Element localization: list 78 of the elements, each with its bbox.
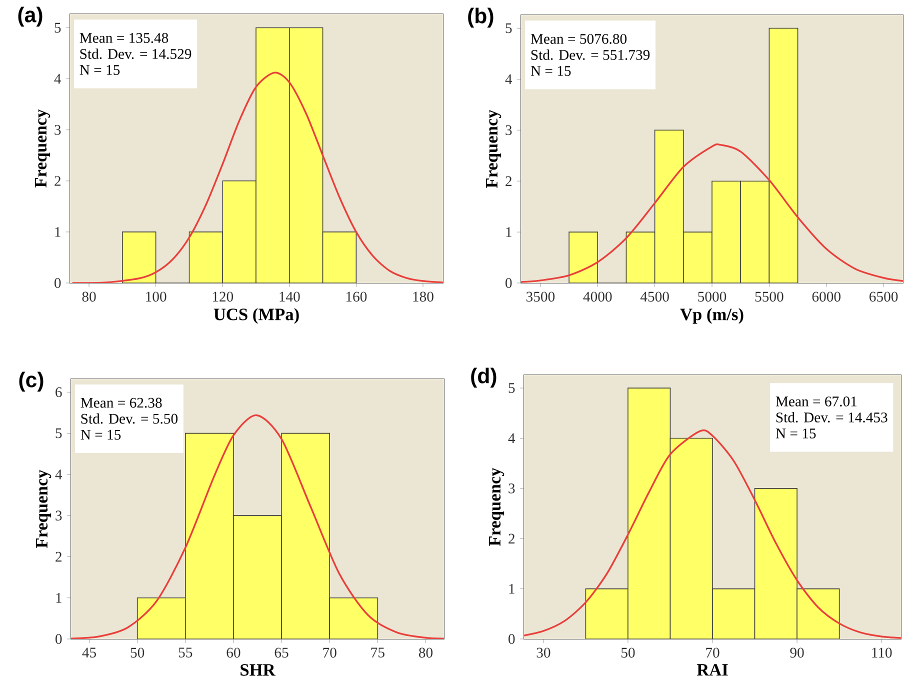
chart-title: (d) — [471, 368, 496, 388]
annotation: Std. Dev. = 551.739 — [531, 50, 650, 60]
y-tick-label: 0 — [56, 634, 62, 644]
x-tick-label: 30 — [536, 648, 550, 658]
y-tick-label: 4 — [54, 74, 62, 84]
x-tick-label: 6000 — [812, 292, 840, 302]
line-series — [524, 429, 902, 639]
y-tick-label: 3 — [506, 125, 512, 136]
annotation: N = 15 — [776, 428, 816, 438]
y-tick-label: 5 — [56, 428, 62, 438]
y-tick-label: 1 — [509, 584, 514, 594]
y-tick-label: 3 — [508, 484, 515, 494]
x-tick-label: 6500 — [870, 292, 898, 302]
y-tick-label: 1 — [506, 227, 512, 237]
x-tick-label: 110 — [872, 648, 892, 658]
x-tick-label: 140 — [280, 292, 300, 302]
y-tick-label: 2 — [56, 552, 62, 562]
y-tick-label: 3 — [54, 124, 61, 135]
line-series — [521, 144, 904, 283]
y-tick-label: 5 — [506, 23, 512, 34]
annotation: N = 15 — [80, 65, 120, 75]
y-axis-title: Frequency — [489, 468, 504, 546]
chart-title: (b) — [468, 8, 494, 28]
x-tick-label: 100 — [146, 292, 166, 302]
x-tick-label: 70 — [323, 648, 336, 658]
chart-title: (a) — [18, 6, 42, 27]
x-tick-label: 90 — [790, 648, 804, 658]
x-tick-label: 4000 — [583, 292, 612, 302]
annotation: Mean = 135.48 — [80, 32, 168, 43]
y-tick-label: 5 — [508, 383, 515, 393]
x-tick-label: 45 — [82, 648, 96, 658]
annotation: Mean = 62.38 — [80, 398, 162, 408]
y-axis-title: Frequency — [36, 470, 52, 548]
y-axis-title: Frequency — [486, 110, 502, 188]
x-tick-label: 70 — [706, 648, 720, 658]
y-axis-title: Frequency — [35, 109, 50, 188]
x-axis-title: RAI — [696, 664, 728, 676]
y-tick-label: 6 — [56, 387, 62, 398]
annotation: N = 15 — [80, 430, 121, 440]
x-tick-label: 80 — [82, 292, 96, 302]
annotation: N = 15 — [530, 66, 571, 76]
x-tick-label: 60 — [226, 648, 240, 658]
x-tick-label: 120 — [212, 292, 234, 302]
x-tick-label: 4500 — [640, 292, 669, 302]
y-tick-label: 0 — [506, 278, 512, 288]
y-tick-label: 0 — [54, 278, 61, 288]
x-tick-label: 5500 — [755, 292, 784, 302]
y-tick-label: 4 — [505, 74, 512, 84]
y-tick-label: 5 — [54, 22, 61, 33]
x-tick-label: 75 — [371, 648, 384, 658]
y-tick-label: 2 — [506, 176, 512, 186]
y-tick-label: 4 — [55, 470, 62, 480]
annotation: Std. Dev. = 14.529 — [80, 48, 192, 59]
x-tick-label: 50 — [622, 648, 635, 658]
chart-title: (c) — [19, 372, 44, 392]
x-tick-label: 50 — [130, 648, 144, 658]
x-tick-label: 160 — [346, 292, 367, 302]
y-tick-label: 2 — [54, 176, 60, 186]
x-tick-label: 180 — [413, 292, 434, 302]
x-axis-title: Vp (m/s) — [680, 308, 744, 324]
line-series — [71, 414, 444, 639]
x-axis-title: SHR — [240, 664, 276, 676]
annotation: Std. Dev. = 5.50 — [81, 413, 178, 424]
x-tick-label: 65 — [274, 648, 288, 658]
y-tick-label: 3 — [56, 510, 62, 521]
y-tick-label: 1 — [55, 227, 60, 237]
x-tick-label: 5000 — [698, 292, 726, 302]
annotation: Std. Dev. = 14.453 — [776, 412, 888, 422]
annotation: Mean = 67.01 — [776, 396, 857, 406]
x-tick-label: 3500 — [526, 292, 555, 302]
y-tick-label: 0 — [508, 634, 515, 644]
x-tick-label: 80 — [418, 648, 433, 658]
y-tick-label: 1 — [56, 593, 62, 603]
x-tick-label: 55 — [178, 648, 192, 658]
annotation: Mean = 5076.80 — [530, 34, 627, 44]
y-tick-label: 2 — [508, 534, 514, 544]
x-axis-title: UCS (MPa) — [214, 308, 299, 324]
y-tick-label: 4 — [508, 433, 516, 444]
